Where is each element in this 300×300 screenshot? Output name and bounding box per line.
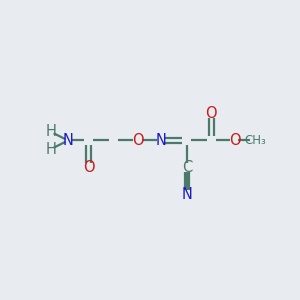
Text: N: N (156, 133, 167, 148)
Text: CH₃: CH₃ (244, 134, 266, 147)
Text: O: O (132, 133, 144, 148)
Text: C: C (182, 160, 192, 175)
Text: H: H (46, 142, 56, 157)
Text: N: N (63, 133, 74, 148)
Text: O: O (206, 106, 217, 121)
Text: O: O (229, 133, 240, 148)
Text: N: N (182, 187, 192, 202)
Text: H: H (46, 124, 56, 140)
Text: O: O (83, 160, 95, 175)
